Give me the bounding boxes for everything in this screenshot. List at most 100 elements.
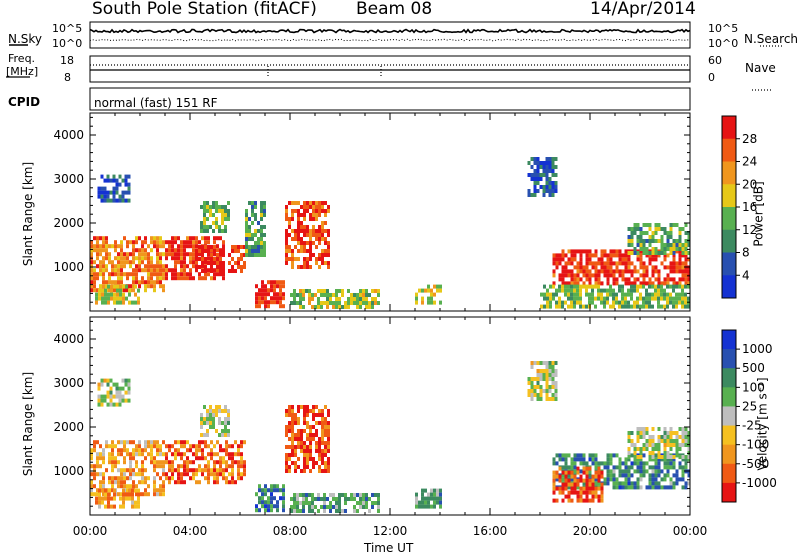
power-cell — [90, 280, 93, 285]
power-cell — [279, 288, 282, 293]
power-cell — [678, 243, 682, 247]
power-cell — [645, 281, 649, 286]
velocity-cell — [261, 492, 264, 497]
power-cell — [104, 288, 107, 293]
velocity-cell — [255, 504, 258, 509]
power-cell — [96, 276, 99, 281]
velocity-cell — [678, 461, 682, 466]
velocity-cell — [240, 472, 243, 477]
power-cell — [174, 272, 177, 277]
power-colorbar-tick-label: 4 — [742, 268, 750, 282]
velocity-cell — [131, 500, 134, 505]
power-cell — [203, 217, 206, 221]
velocity-cell — [213, 460, 216, 465]
power-cell — [321, 261, 324, 265]
power-cell — [606, 273, 610, 278]
power-cell — [93, 248, 96, 253]
power-cell — [104, 292, 107, 297]
velocity-cell — [132, 448, 135, 453]
power-cell — [633, 304, 636, 309]
power-cell — [285, 205, 288, 209]
power-cell — [100, 198, 104, 203]
power-cell — [561, 277, 565, 282]
power-cell — [260, 217, 263, 221]
power-cell — [219, 272, 222, 277]
power-cell — [630, 239, 634, 243]
power-cell — [326, 301, 329, 305]
power-cell — [309, 245, 312, 249]
power-cell — [327, 261, 330, 265]
power-cell — [561, 257, 565, 262]
velocity-cell — [654, 485, 658, 490]
velocity-cell — [539, 389, 543, 393]
power-cell — [687, 296, 690, 301]
power-cell — [168, 248, 171, 253]
velocity-cell — [576, 478, 580, 483]
power-cell — [591, 296, 594, 301]
velocity-cell — [129, 464, 132, 469]
power-cell — [204, 265, 207, 269]
power-cell — [231, 265, 234, 269]
velocity-cell — [554, 385, 558, 389]
velocity-cell — [222, 472, 225, 477]
velocity-cell — [338, 497, 341, 501]
velocity-cell — [321, 449, 324, 453]
velocity-cell — [107, 492, 110, 497]
power-cell — [335, 297, 338, 301]
velocity-cell — [318, 457, 321, 461]
power-cell — [630, 296, 633, 301]
velocity-cell — [276, 500, 279, 505]
power-cell — [203, 209, 206, 213]
velocity-cell — [147, 452, 150, 457]
power-cell — [291, 217, 294, 221]
velocity-cell — [198, 444, 201, 449]
velocity-cell — [561, 473, 565, 478]
power-cell — [273, 280, 276, 285]
power-cell — [288, 257, 291, 261]
power-cell — [141, 280, 144, 285]
power-cell — [555, 261, 559, 266]
velocity-cell — [377, 509, 380, 513]
power-cell — [267, 280, 270, 285]
velocity-cell — [582, 478, 586, 483]
power-cell — [303, 229, 306, 233]
velocity-cell — [189, 460, 192, 465]
velocity-cell — [321, 409, 324, 413]
power-cell — [669, 300, 672, 305]
velocity-cell — [681, 443, 685, 447]
power-cell — [555, 265, 559, 270]
velocity-cell — [648, 435, 652, 439]
velocity-cell — [663, 477, 667, 482]
power-cell — [291, 213, 294, 217]
power-cell — [678, 269, 682, 274]
velocity-cell — [219, 448, 222, 453]
power-cell — [606, 300, 609, 305]
power-cell — [582, 273, 586, 278]
velocity-cell — [687, 439, 691, 443]
velocity-cell — [639, 431, 643, 435]
velocity-cell — [216, 452, 219, 457]
power-cell — [558, 296, 561, 301]
velocity-cell — [267, 488, 270, 493]
power-cell — [654, 292, 657, 297]
velocity-cell — [112, 394, 116, 399]
power-cell — [687, 277, 691, 282]
power-cell — [162, 240, 165, 245]
velocity-cell — [663, 461, 667, 466]
velocity-cell — [209, 409, 212, 413]
velocity-cell — [657, 469, 661, 474]
velocity-cell — [666, 439, 670, 443]
power-cell — [657, 269, 661, 274]
power-cell — [530, 157, 534, 161]
power-cell — [606, 261, 610, 266]
power-cell — [210, 269, 213, 273]
power-cell — [430, 288, 433, 293]
velocity-cell — [530, 361, 534, 365]
power-cell — [113, 296, 116, 301]
velocity-cell — [171, 452, 174, 457]
power-cell — [285, 233, 288, 237]
power-cell — [303, 205, 306, 209]
velocity-cell — [218, 421, 221, 425]
velocity-cell — [159, 448, 162, 453]
power-cell — [318, 229, 321, 233]
